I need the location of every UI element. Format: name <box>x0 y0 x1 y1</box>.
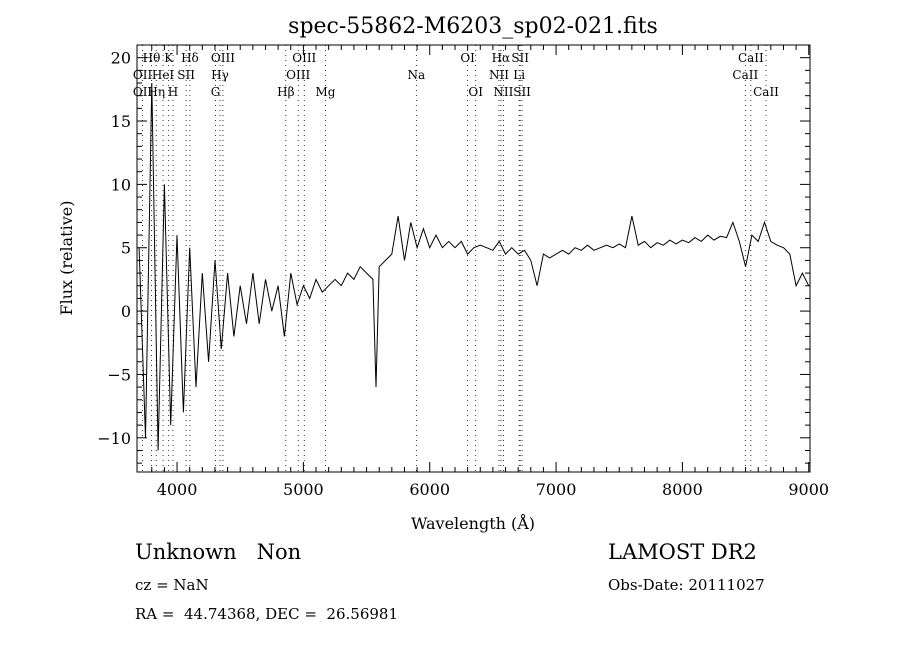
marker-label: HeI <box>152 68 175 82</box>
marker-label: H <box>168 85 178 99</box>
y-tick-label: 10 <box>111 175 131 194</box>
marker-label: Hθ <box>143 51 161 65</box>
marker-label: Hγ <box>211 68 229 82</box>
marker-label: OI <box>468 85 483 99</box>
marker-label: Hδ <box>181 51 199 65</box>
marker-label: G <box>211 85 221 99</box>
marker-label: Na <box>408 68 426 82</box>
marker-label: NII <box>489 68 509 82</box>
y-tick-label: 20 <box>111 49 131 68</box>
y-tick-label: 0 <box>121 302 131 321</box>
marker-label: Hα <box>492 51 511 65</box>
marker-label: CaII <box>738 51 764 65</box>
x-tick-label: 5000 <box>283 480 324 499</box>
marker-label: OII <box>133 68 153 82</box>
survey-label: LAMOST DR2 <box>608 540 757 564</box>
y-axis-label: Flux (relative) <box>57 201 76 316</box>
coordinates-label: RA = 44.74368, DEC = 26.56981 <box>135 605 399 623</box>
y-tick-label: −5 <box>107 365 131 384</box>
x-tick-label: 6000 <box>409 480 450 499</box>
marker-label: Li <box>513 68 525 82</box>
y-tick-label: −10 <box>97 429 131 448</box>
y-tick-label: 15 <box>111 112 131 131</box>
object-class: Unknown Non <box>135 540 301 564</box>
plot-frame <box>136 44 811 473</box>
marker-label: SII <box>511 51 529 65</box>
marker-label: NII <box>493 85 513 99</box>
cz-label: cz = NaN <box>135 576 209 594</box>
marker-label: OIII <box>211 51 235 65</box>
marker-label: OIII <box>292 51 316 65</box>
y-tick-label: 5 <box>121 239 131 258</box>
chart-title: spec-55862-M6203_sp02-021.fits <box>288 14 658 39</box>
x-tick-label: 4000 <box>157 480 198 499</box>
class-label: Unknown <box>135 540 237 564</box>
plot-area: 4000 5000 6000 7000 8000 9000 −10 −5 0 5 10 15 20 <box>97 44 829 499</box>
subclass-label: Non <box>256 540 302 564</box>
marker-label: K <box>164 51 174 65</box>
marker-label: Mg <box>316 85 336 99</box>
x-tick-label: 9000 <box>788 480 829 499</box>
obs-date-label: Obs-Date: 20111027 <box>608 576 765 594</box>
marker-label: OIII <box>286 68 310 82</box>
x-tick-label: 7000 <box>536 480 577 499</box>
spectrum-line <box>138 82 810 451</box>
marker-label: Hη <box>147 85 165 99</box>
x-axis-label: Wavelength (Å) <box>411 513 535 533</box>
marker-label: SII <box>513 85 531 99</box>
marker-label: CaII <box>753 85 779 99</box>
marker-label: Hβ <box>277 85 294 99</box>
marker-label: SII <box>177 68 195 82</box>
marker-label: OI <box>460 51 475 65</box>
x-tick-label: 8000 <box>662 480 703 499</box>
marker-label: CaII <box>732 68 758 82</box>
